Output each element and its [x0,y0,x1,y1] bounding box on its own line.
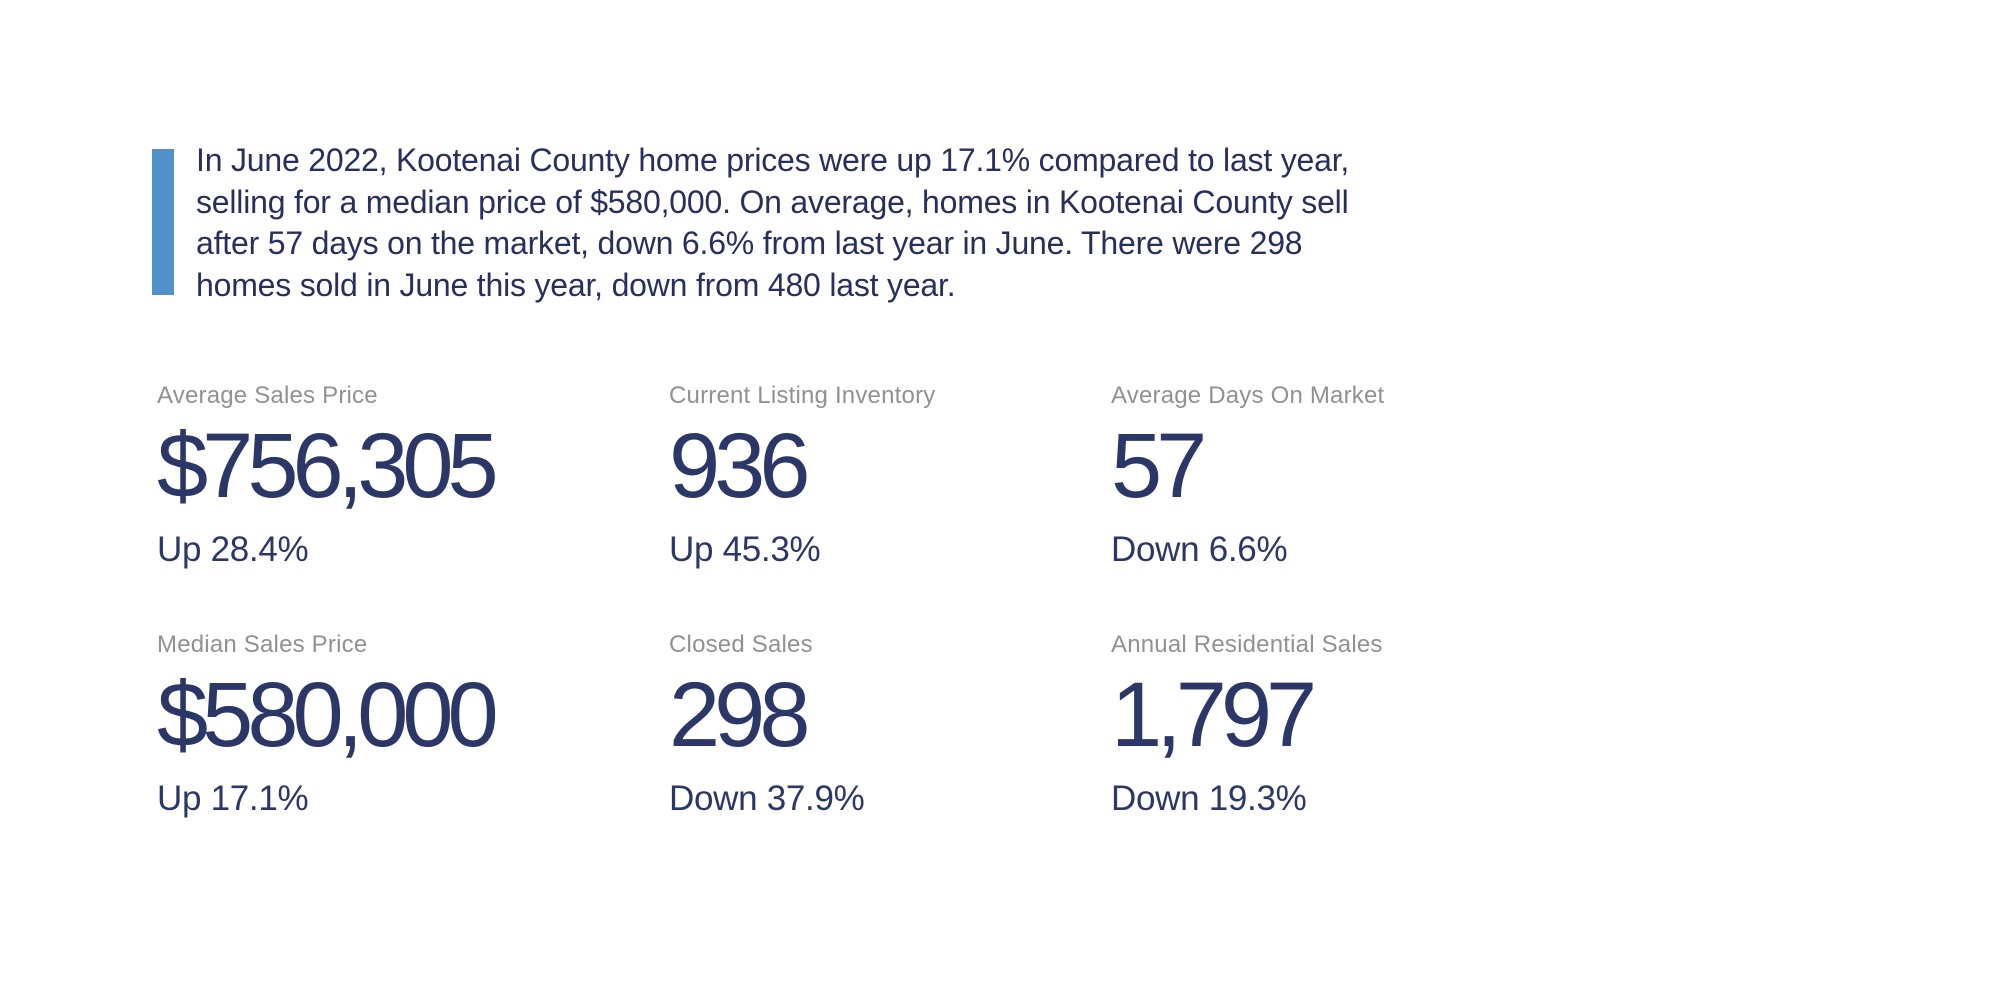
stat-delta: Down 19.3% [1111,779,1307,818]
stat-card-annual-residential-sales: Annual Residential Sales 1,797 Down 19.3… [1111,630,1631,879]
stat-card-average-days-on-market: Average Days On Market 57 Down 6.6% [1111,381,1631,630]
quote-line: selling for a median price of $580,000. … [196,183,1349,220]
stat-label: Median Sales Price [157,631,368,658]
stat-delta: Up 45.3% [669,530,821,569]
stat-card-current-listing-inventory: Current Listing Inventory 936 Up 45.3% [669,381,1111,630]
stat-value: 57 [1111,415,1207,517]
stats-grid: Average Sales Price $756,305 Up 28.4% Cu… [157,381,1631,879]
stat-label: Average Days On Market [1111,382,1385,409]
stat-value: 1,797 [1111,664,1317,766]
stat-label: Closed Sales [669,631,813,658]
stat-value: $756,305 [157,415,499,517]
stat-value: 298 [669,664,811,766]
quote-line: after 57 days on the market, down 6.6% f… [196,225,1303,261]
stat-delta: Up 28.4% [157,530,309,569]
stat-delta: Up 17.1% [157,779,309,818]
stat-card-average-sales-price: Average Sales Price $756,305 Up 28.4% [157,381,669,630]
stat-card-median-sales-price: Median Sales Price $580,000 Up 17.1% [157,630,669,879]
stat-value: $580,000 [157,664,499,766]
stat-label: Average Sales Price [157,382,378,409]
quote-accent-bar [152,149,174,295]
market-summary-quote: In June 2022, Kootenai County home price… [196,140,1349,306]
stat-card-closed-sales: Closed Sales 298 Down 37.9% [669,630,1111,879]
stat-label: Annual Residential Sales [1111,631,1383,658]
quote-line: In June 2022, Kootenai County home price… [196,142,1350,178]
stat-delta: Down 6.6% [1111,530,1288,569]
stat-value: 936 [669,415,811,517]
stat-delta: Down 37.9% [669,779,865,818]
stat-label: Current Listing Inventory [669,382,936,409]
quote-line: homes sold in June this year, down from … [196,266,956,303]
